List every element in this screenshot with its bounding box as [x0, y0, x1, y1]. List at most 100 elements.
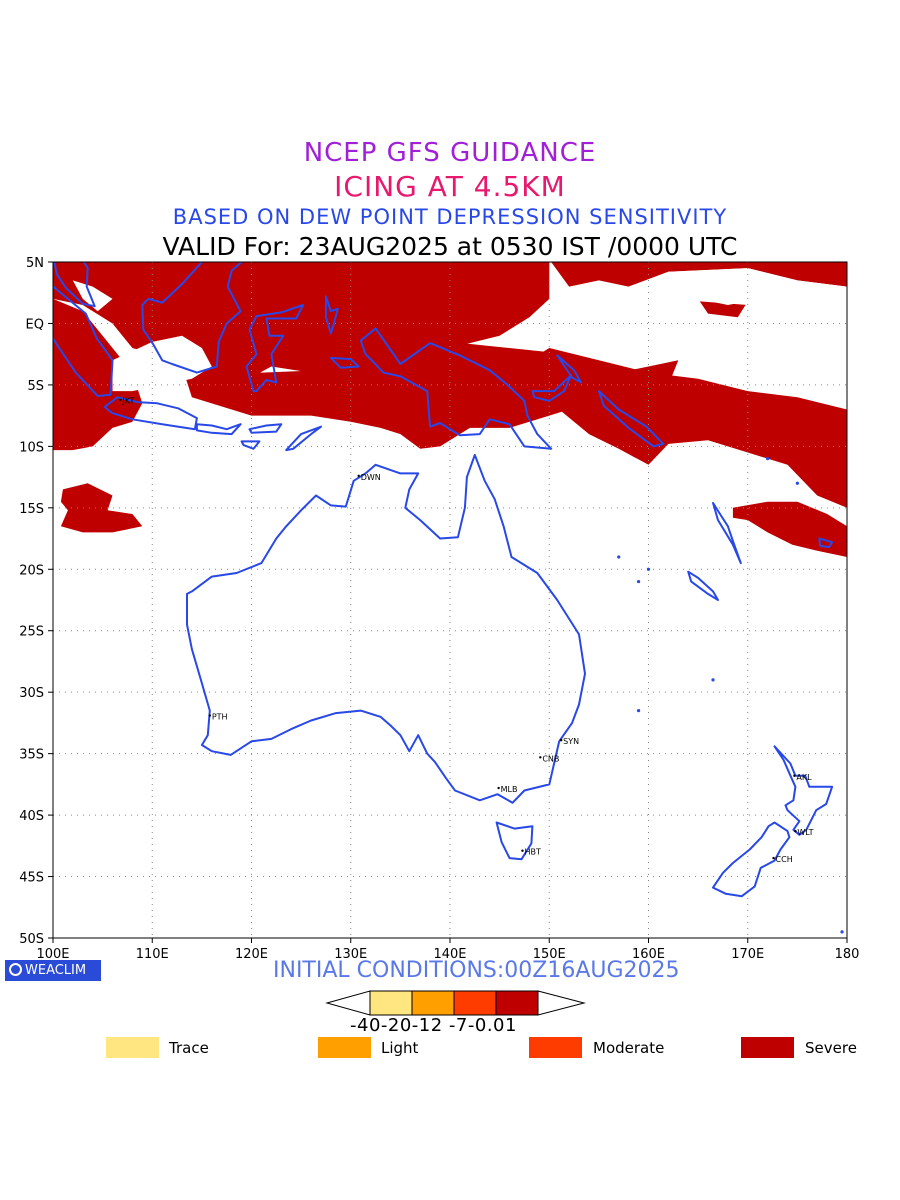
lat-label: 15S — [19, 502, 44, 517]
coast-new-guinea — [359, 327, 553, 450]
lat-label: 40S — [19, 809, 44, 824]
city-label-cch: CCH — [776, 855, 793, 864]
severe-area-east-png — [579, 360, 679, 398]
axis-labels: 100E 110E 120E 130E 140E 150E 160E 170E 180 5N EQ 5… — [19, 256, 859, 962]
lat-label: 45S — [19, 871, 44, 886]
city-label-hbt: HBT — [524, 848, 541, 857]
lon-label: 130E — [334, 947, 367, 962]
colorbar-high-arrow — [537, 990, 586, 1016]
lat-label: 10S — [19, 440, 44, 455]
legend-label-light: Light — [381, 1039, 419, 1057]
island-dot — [636, 579, 641, 584]
coast-malay-peninsula — [53, 262, 96, 308]
title-model: NCEP GFS GUIDANCE — [303, 138, 597, 168]
clear-area-java-sea — [112, 335, 212, 392]
lat-label: 5S — [27, 379, 44, 394]
city-marker — [497, 786, 500, 790]
lon-label: 100E — [36, 947, 69, 962]
coast-vanuatu — [712, 501, 742, 565]
island-dot — [795, 481, 799, 485]
city-marker — [521, 849, 524, 852]
legend-swatch-light — [318, 1037, 371, 1058]
lon-label: 140E — [433, 947, 466, 962]
colorbar-swatch-light — [411, 990, 455, 1016]
severe-area-north-pacific — [551, 262, 847, 287]
clear-area-malay — [72, 280, 113, 312]
coast-tasmania — [495, 821, 534, 861]
island-dot — [636, 709, 641, 713]
coast-flores — [248, 423, 283, 434]
lat-label: EQ — [26, 317, 44, 332]
city-label-cnb: CNB — [542, 754, 559, 763]
colorbar-swatch-moderate — [453, 990, 497, 1016]
coast-borneo — [141, 262, 243, 374]
coast-new-britain — [531, 374, 573, 402]
severe-area-sumatra-java — [53, 298, 143, 451]
severe-icing-area — [53, 262, 847, 557]
island-dot — [646, 567, 651, 571]
severe-area-vanuatu-fiji — [732, 501, 847, 557]
city-marker — [208, 714, 212, 717]
coast-nz-north — [773, 745, 834, 836]
colorbar-values: -40-20-12 -7-0.01 — [350, 1015, 517, 1036]
colorbar-swatch-trace — [369, 990, 413, 1016]
legend-swatch-severe — [741, 1037, 794, 1058]
coastlines — [53, 262, 844, 934]
severe-area-timor-arafura — [182, 341, 599, 449]
lat-label: 35S — [19, 748, 44, 763]
colorbar-swatch-severe — [495, 990, 539, 1016]
title-method: BASED ON DEW POINT DEPRESSION SENSITIVIT… — [172, 205, 728, 229]
lon-label: 180 — [835, 947, 860, 962]
lon-label: 170E — [731, 947, 764, 962]
lon-label: 110E — [136, 947, 169, 962]
lon-label: 120E — [235, 947, 268, 962]
severe-area-eq-east — [698, 298, 748, 318]
lat-label: 50S — [19, 932, 44, 947]
weaclim-badge: WEACLIM — [5, 960, 101, 981]
city-marker — [793, 774, 796, 777]
coast-sumba — [240, 440, 261, 450]
coast-australia — [186, 454, 586, 804]
city-label-pth: PTH — [212, 713, 228, 722]
city-marker — [772, 856, 775, 860]
city-label-wlt: WLT — [797, 828, 813, 837]
city-marker — [357, 474, 360, 478]
badge-text: WEACLIM — [25, 963, 87, 978]
coast-new-caledonia — [687, 570, 719, 601]
coast-bali-lombok — [195, 423, 242, 436]
title-valid-time: VALID For: 23AUG2025 at 0530 IST /0000 U… — [162, 232, 738, 261]
lon-label: 160E — [632, 947, 665, 962]
city-marker — [794, 829, 797, 833]
lat-lon-grid — [53, 262, 847, 938]
city-label-jkt: JKT — [121, 397, 134, 406]
coast-fiji — [818, 537, 834, 549]
city-label-syn: SYN — [563, 737, 579, 746]
legend-label-severe: Severe — [805, 1039, 857, 1057]
legend-swatch-moderate — [529, 1037, 582, 1058]
city-label-akl: AKL — [796, 773, 812, 782]
legend-swatch-trace — [106, 1037, 159, 1058]
city-label-dwn: DWN — [361, 473, 381, 482]
lat-label: 25S — [19, 625, 44, 640]
initial-conditions: INITIAL CONDITIONS:00Z16AUG2025 — [273, 958, 680, 983]
coast-sumatra — [53, 284, 114, 397]
coast-seram — [329, 356, 360, 369]
copyright-icon — [9, 963, 22, 976]
coast-solomons — [597, 390, 665, 448]
island-dot — [766, 457, 770, 461]
island-dot — [617, 555, 621, 559]
lat-label: 5N — [26, 256, 44, 271]
coast-java — [103, 396, 198, 431]
coast-sulawesi — [245, 304, 305, 393]
colorbar — [325, 990, 586, 1016]
lat-label: 30S — [19, 686, 44, 701]
city-labels: JKT DWN PTH SYN CNB MLB HBT AKL WLT CCH — [119, 397, 814, 864]
axis-ticks — [48, 261, 848, 943]
city-marker — [559, 738, 563, 742]
city-label-mlb: MLB — [501, 785, 518, 794]
legend-label-trace: Trace — [169, 1039, 209, 1057]
island-dot — [711, 678, 715, 682]
coast-new-ireland — [556, 354, 582, 384]
clear-area-north-pacific — [569, 268, 847, 320]
